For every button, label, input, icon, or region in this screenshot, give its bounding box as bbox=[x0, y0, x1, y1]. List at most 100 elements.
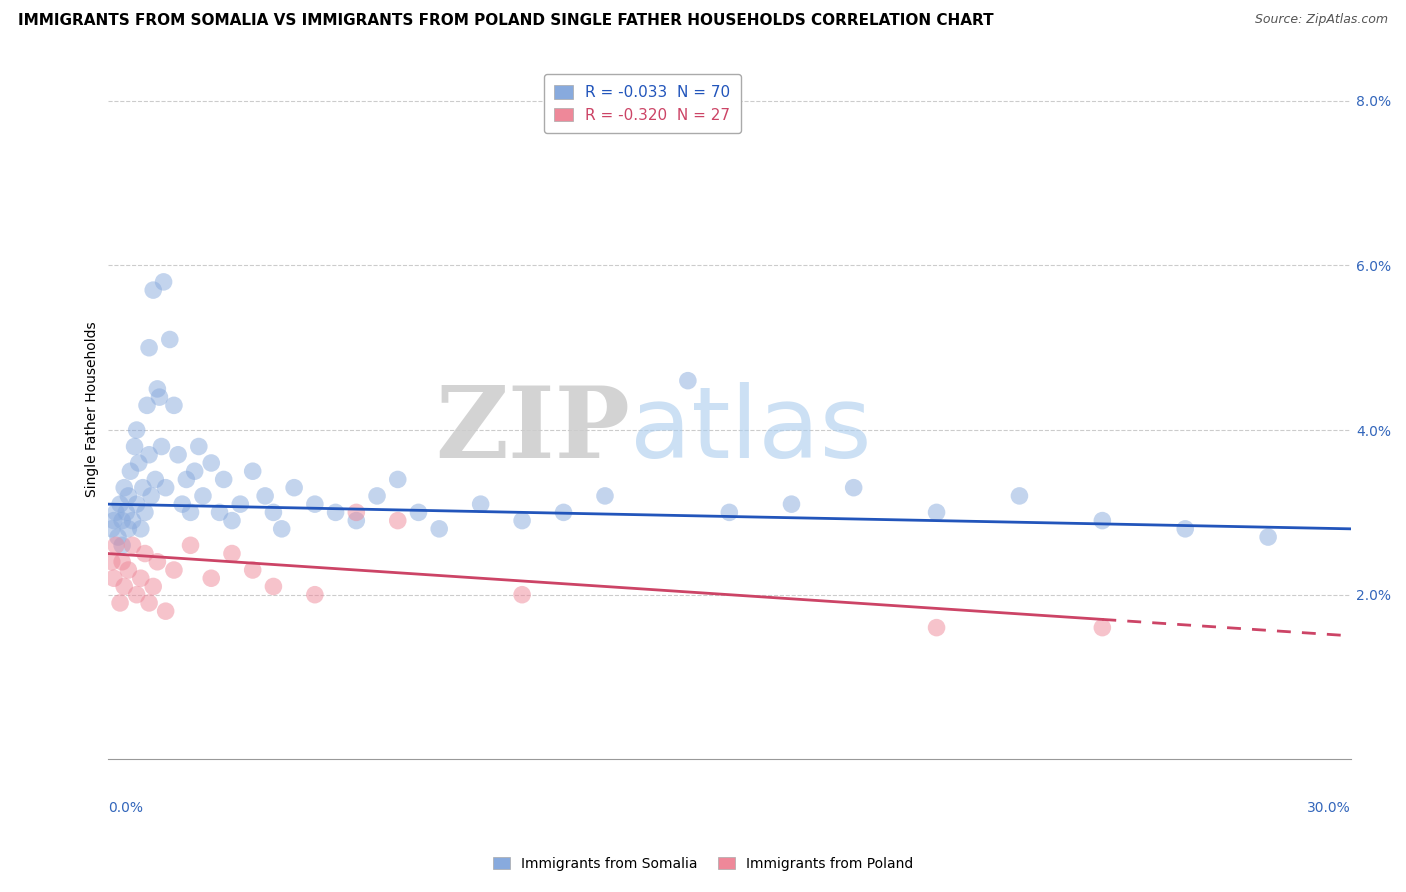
Point bbox=[254, 489, 277, 503]
Point bbox=[155, 481, 177, 495]
Point bbox=[134, 505, 156, 519]
Point bbox=[128, 456, 150, 470]
Point bbox=[138, 448, 160, 462]
Point bbox=[1257, 530, 1279, 544]
Point bbox=[387, 472, 409, 486]
Point bbox=[124, 440, 146, 454]
Point bbox=[262, 505, 284, 519]
Point bbox=[408, 505, 430, 519]
Point bbox=[221, 547, 243, 561]
Point bbox=[262, 579, 284, 593]
Point bbox=[925, 621, 948, 635]
Legend: R = -0.033  N = 70, R = -0.320  N = 27: R = -0.033 N = 70, R = -0.320 N = 27 bbox=[544, 74, 741, 134]
Point bbox=[111, 538, 134, 552]
Point bbox=[366, 489, 388, 503]
Point bbox=[101, 555, 124, 569]
Point bbox=[146, 555, 169, 569]
Point bbox=[142, 579, 165, 593]
Text: ZIP: ZIP bbox=[434, 382, 630, 479]
Point bbox=[142, 283, 165, 297]
Point bbox=[344, 505, 367, 519]
Point bbox=[125, 588, 148, 602]
Point bbox=[134, 547, 156, 561]
Point bbox=[191, 489, 214, 503]
Point bbox=[304, 497, 326, 511]
Point bbox=[143, 472, 166, 486]
Point bbox=[325, 505, 347, 519]
Point bbox=[125, 497, 148, 511]
Point bbox=[163, 563, 186, 577]
Point bbox=[115, 505, 138, 519]
Point bbox=[180, 505, 202, 519]
Point bbox=[129, 522, 152, 536]
Point bbox=[163, 398, 186, 412]
Point bbox=[117, 489, 139, 503]
Point bbox=[200, 571, 222, 585]
Text: Source: ZipAtlas.com: Source: ZipAtlas.com bbox=[1254, 13, 1388, 27]
Point bbox=[718, 505, 741, 519]
Point bbox=[593, 489, 616, 503]
Point bbox=[387, 514, 409, 528]
Point bbox=[111, 514, 134, 528]
Point bbox=[172, 497, 194, 511]
Point bbox=[510, 514, 533, 528]
Text: 30.0%: 30.0% bbox=[1308, 801, 1351, 815]
Point bbox=[125, 423, 148, 437]
Text: atlas: atlas bbox=[630, 382, 872, 479]
Point bbox=[344, 514, 367, 528]
Point bbox=[104, 505, 127, 519]
Point bbox=[180, 538, 202, 552]
Point bbox=[187, 440, 209, 454]
Point bbox=[117, 522, 139, 536]
Point bbox=[1008, 489, 1031, 503]
Point bbox=[780, 497, 803, 511]
Point bbox=[121, 514, 143, 528]
Point bbox=[159, 333, 181, 347]
Point bbox=[138, 341, 160, 355]
Point bbox=[270, 522, 292, 536]
Point bbox=[283, 481, 305, 495]
Point bbox=[112, 579, 135, 593]
Point bbox=[120, 464, 142, 478]
Point bbox=[136, 398, 159, 412]
Point bbox=[132, 481, 155, 495]
Point bbox=[242, 464, 264, 478]
Point bbox=[470, 497, 492, 511]
Text: 0.0%: 0.0% bbox=[108, 801, 142, 815]
Legend: Immigrants from Somalia, Immigrants from Poland: Immigrants from Somalia, Immigrants from… bbox=[488, 851, 918, 876]
Point bbox=[103, 514, 125, 528]
Point bbox=[129, 571, 152, 585]
Point bbox=[117, 563, 139, 577]
Point bbox=[152, 275, 174, 289]
Point bbox=[200, 456, 222, 470]
Point bbox=[676, 374, 699, 388]
Point bbox=[427, 522, 450, 536]
Point bbox=[842, 481, 865, 495]
Point bbox=[150, 440, 173, 454]
Point bbox=[229, 497, 252, 511]
Point bbox=[108, 497, 131, 511]
Point bbox=[108, 596, 131, 610]
Point bbox=[1174, 522, 1197, 536]
Point bbox=[1091, 621, 1114, 635]
Point bbox=[101, 522, 124, 536]
Point bbox=[167, 448, 190, 462]
Point bbox=[510, 588, 533, 602]
Point bbox=[107, 530, 129, 544]
Point bbox=[208, 505, 231, 519]
Point bbox=[304, 588, 326, 602]
Point bbox=[103, 571, 125, 585]
Y-axis label: Single Father Households: Single Father Households bbox=[86, 322, 100, 497]
Point bbox=[183, 464, 205, 478]
Point bbox=[111, 555, 134, 569]
Text: IMMIGRANTS FROM SOMALIA VS IMMIGRANTS FROM POLAND SINGLE FATHER HOUSEHOLDS CORRE: IMMIGRANTS FROM SOMALIA VS IMMIGRANTS FR… bbox=[18, 13, 994, 29]
Point bbox=[925, 505, 948, 519]
Point bbox=[104, 538, 127, 552]
Point bbox=[155, 604, 177, 618]
Point bbox=[176, 472, 198, 486]
Point bbox=[242, 563, 264, 577]
Point bbox=[212, 472, 235, 486]
Point bbox=[553, 505, 575, 519]
Point bbox=[146, 382, 169, 396]
Point bbox=[221, 514, 243, 528]
